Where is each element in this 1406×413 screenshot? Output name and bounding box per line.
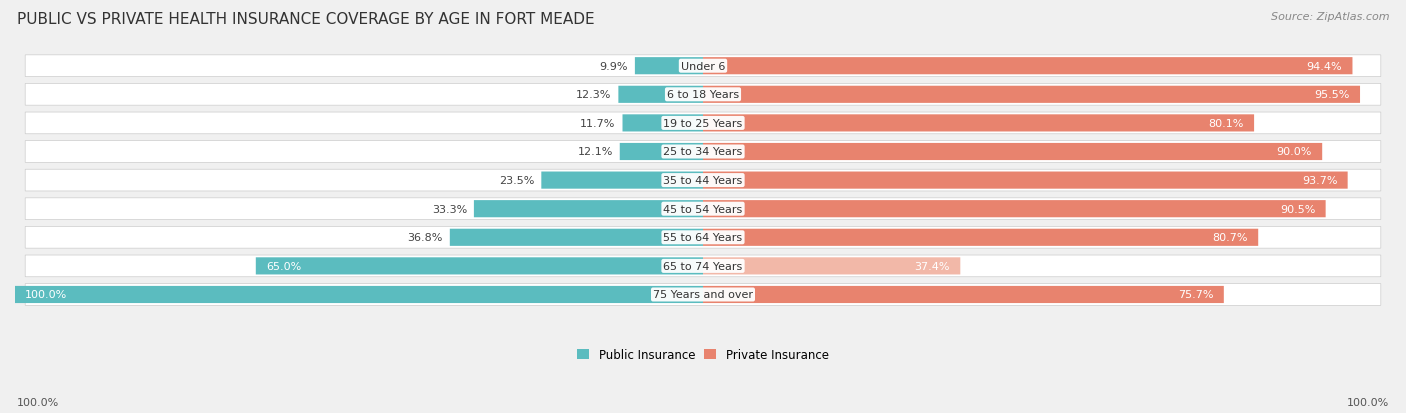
FancyBboxPatch shape [619, 86, 703, 104]
Text: 45 to 54 Years: 45 to 54 Years [664, 204, 742, 214]
FancyBboxPatch shape [256, 258, 703, 275]
FancyBboxPatch shape [703, 229, 1258, 246]
FancyBboxPatch shape [703, 58, 1353, 75]
Text: 93.7%: 93.7% [1302, 176, 1337, 186]
FancyBboxPatch shape [25, 284, 1381, 306]
Text: 95.5%: 95.5% [1315, 90, 1350, 100]
Text: 80.1%: 80.1% [1208, 119, 1244, 128]
Text: 37.4%: 37.4% [914, 261, 950, 271]
Text: 75.7%: 75.7% [1178, 290, 1213, 300]
Text: 100.0%: 100.0% [1347, 397, 1389, 407]
Text: 12.1%: 12.1% [578, 147, 613, 157]
FancyBboxPatch shape [703, 115, 1254, 132]
Text: 9.9%: 9.9% [599, 62, 628, 71]
Text: 33.3%: 33.3% [432, 204, 467, 214]
FancyBboxPatch shape [25, 227, 1381, 249]
FancyBboxPatch shape [25, 255, 1381, 277]
Legend: Public Insurance, Private Insurance: Public Insurance, Private Insurance [572, 343, 834, 366]
Text: 55 to 64 Years: 55 to 64 Years [664, 233, 742, 243]
Text: 23.5%: 23.5% [499, 176, 534, 186]
FancyBboxPatch shape [703, 258, 960, 275]
Text: PUBLIC VS PRIVATE HEALTH INSURANCE COVERAGE BY AGE IN FORT MEADE: PUBLIC VS PRIVATE HEALTH INSURANCE COVER… [17, 12, 595, 27]
FancyBboxPatch shape [541, 172, 703, 189]
FancyBboxPatch shape [25, 141, 1381, 163]
Text: 94.4%: 94.4% [1306, 62, 1343, 71]
FancyBboxPatch shape [25, 84, 1381, 106]
Text: 75 Years and over: 75 Years and over [652, 290, 754, 300]
Text: 12.3%: 12.3% [576, 90, 612, 100]
FancyBboxPatch shape [703, 201, 1326, 218]
Text: 100.0%: 100.0% [17, 397, 59, 407]
FancyBboxPatch shape [620, 144, 703, 161]
Text: 36.8%: 36.8% [408, 233, 443, 243]
Text: 65 to 74 Years: 65 to 74 Years [664, 261, 742, 271]
Text: 35 to 44 Years: 35 to 44 Years [664, 176, 742, 186]
Text: Under 6: Under 6 [681, 62, 725, 71]
FancyBboxPatch shape [474, 201, 703, 218]
FancyBboxPatch shape [450, 229, 703, 246]
FancyBboxPatch shape [703, 86, 1360, 104]
Text: 90.5%: 90.5% [1279, 204, 1316, 214]
FancyBboxPatch shape [623, 115, 703, 132]
Text: 80.7%: 80.7% [1212, 233, 1249, 243]
Text: 19 to 25 Years: 19 to 25 Years [664, 119, 742, 128]
FancyBboxPatch shape [25, 56, 1381, 77]
Text: 100.0%: 100.0% [25, 290, 67, 300]
FancyBboxPatch shape [25, 113, 1381, 135]
Text: 90.0%: 90.0% [1277, 147, 1312, 157]
FancyBboxPatch shape [25, 170, 1381, 192]
FancyBboxPatch shape [703, 144, 1322, 161]
FancyBboxPatch shape [703, 286, 1223, 303]
Text: 6 to 18 Years: 6 to 18 Years [666, 90, 740, 100]
FancyBboxPatch shape [25, 198, 1381, 220]
Text: 25 to 34 Years: 25 to 34 Years [664, 147, 742, 157]
FancyBboxPatch shape [636, 58, 703, 75]
Text: 65.0%: 65.0% [266, 261, 301, 271]
Text: Source: ZipAtlas.com: Source: ZipAtlas.com [1271, 12, 1389, 22]
FancyBboxPatch shape [703, 172, 1348, 189]
FancyBboxPatch shape [15, 286, 703, 303]
Text: 11.7%: 11.7% [581, 119, 616, 128]
